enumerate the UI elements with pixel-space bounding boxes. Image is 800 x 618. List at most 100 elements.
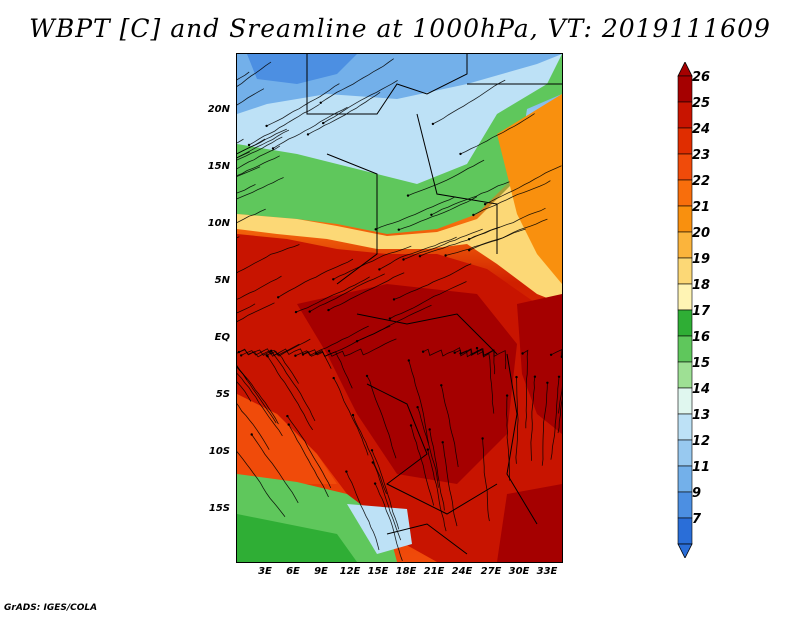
colorbar-swatch <box>677 283 693 311</box>
colorbar-label: 7 <box>692 512 702 527</box>
streamline <box>237 71 250 81</box>
colorbar-swatch <box>677 257 693 285</box>
streamline <box>237 166 261 177</box>
colorbar-label: 14 <box>692 382 711 397</box>
colorbar-label: 12 <box>692 434 711 449</box>
streamline <box>237 61 272 87</box>
streamline-arrowhead <box>327 308 330 312</box>
streamline <box>237 381 252 402</box>
streamline-arrowhead <box>365 374 369 378</box>
streamline-arrowhead <box>332 376 335 380</box>
streamline-arrowhead <box>370 449 374 452</box>
streamline <box>374 483 403 561</box>
lon-label-33e: 33E <box>536 566 558 577</box>
streamline <box>445 228 526 256</box>
streamline-arrowhead <box>533 375 537 378</box>
streamline <box>408 360 429 444</box>
streamline <box>482 438 490 522</box>
colorbar-swatch <box>677 387 693 415</box>
colorbar-swatch <box>677 439 693 467</box>
streamline <box>379 236 457 270</box>
streamline <box>237 343 300 356</box>
streamline <box>403 228 483 260</box>
colorbar-label: 16 <box>692 330 711 345</box>
colorbar-swatch <box>677 127 693 155</box>
streamline <box>393 263 472 300</box>
lon-label-3e: 3E <box>258 566 272 577</box>
colorbar-label: 15 <box>692 356 711 371</box>
streamline-arrowhead <box>271 147 275 150</box>
colorbar-swatch <box>677 179 693 207</box>
hot-patch-southeast <box>497 484 562 562</box>
streamline <box>237 451 286 518</box>
lat-label-5n: 5N <box>214 275 230 286</box>
colorbar-swatch <box>677 205 693 233</box>
streamline <box>277 258 354 298</box>
lon-label-6e: 6E <box>286 566 300 577</box>
colorbar-label: 22 <box>692 174 711 189</box>
streamline-arrowhead <box>332 278 335 281</box>
streamline-arrowhead <box>515 375 518 379</box>
streamline <box>237 366 277 424</box>
streamline-arrowhead <box>426 448 429 451</box>
colorbar-swatch <box>677 413 693 441</box>
streamline <box>295 325 369 357</box>
lat-label-15s: 15S <box>208 503 230 514</box>
streamline-arrowhead <box>250 433 253 436</box>
streamline-arrowhead <box>406 194 410 197</box>
streamline-arrowhead <box>546 381 549 384</box>
colorbar-swatch <box>677 75 693 103</box>
streamline-arrowhead <box>322 121 325 125</box>
streamline-arrowhead <box>388 317 392 320</box>
streamline-arrowhead <box>481 437 484 440</box>
colorbar-label: 25 <box>692 96 711 111</box>
dark-green-region-southwest <box>237 514 357 562</box>
streamline <box>410 425 435 506</box>
dark-blue-patch <box>247 54 357 84</box>
light-patch-south <box>347 504 412 554</box>
streamline <box>237 303 256 314</box>
streamline <box>237 145 281 170</box>
streamline-arrowhead <box>371 461 374 464</box>
streamline-arrowhead <box>287 423 290 426</box>
streamline <box>309 273 385 312</box>
lon-label-21e: 21E <box>423 566 445 577</box>
streamline <box>442 442 458 527</box>
streamline-layer <box>237 58 562 561</box>
orange-region-northeast <box>497 94 562 284</box>
streamline <box>328 338 397 357</box>
streamline <box>506 395 510 481</box>
colorbar-swatch <box>677 361 693 389</box>
streamline-arrowhead <box>421 350 425 353</box>
streamline <box>333 377 369 456</box>
streamline <box>515 377 519 464</box>
streamline <box>307 91 381 135</box>
colorbar-swatch <box>677 309 693 337</box>
streamline <box>322 80 398 124</box>
streamline <box>530 376 536 461</box>
streamline-arrowhead <box>430 213 433 216</box>
yellow-band <box>237 99 562 304</box>
streamline-arrowhead <box>409 424 413 427</box>
streamline <box>429 429 445 511</box>
chart-title: WBPT [C] and Sreamline at 1000hPa, VT: 2… <box>29 14 771 43</box>
streamline-arrowhead <box>440 384 443 387</box>
streamline <box>267 356 314 431</box>
hot-patch-east <box>517 294 562 434</box>
colorbar-label: 9 <box>692 486 702 501</box>
streamline <box>372 462 402 541</box>
streamline <box>237 403 270 450</box>
map-panel <box>236 53 563 563</box>
streamline <box>375 196 456 230</box>
streamline <box>440 385 459 467</box>
streamline-arrowhead <box>374 228 377 231</box>
lat-label-15n: 15N <box>207 161 230 172</box>
streamline <box>295 276 370 313</box>
colorbar-swatch <box>677 335 693 363</box>
streamline <box>550 349 562 414</box>
colorbar-swatch <box>677 101 693 129</box>
lon-label-24e: 24E <box>451 566 473 577</box>
streamline <box>237 302 275 323</box>
country-border <box>356 313 498 355</box>
streamline <box>371 450 400 530</box>
